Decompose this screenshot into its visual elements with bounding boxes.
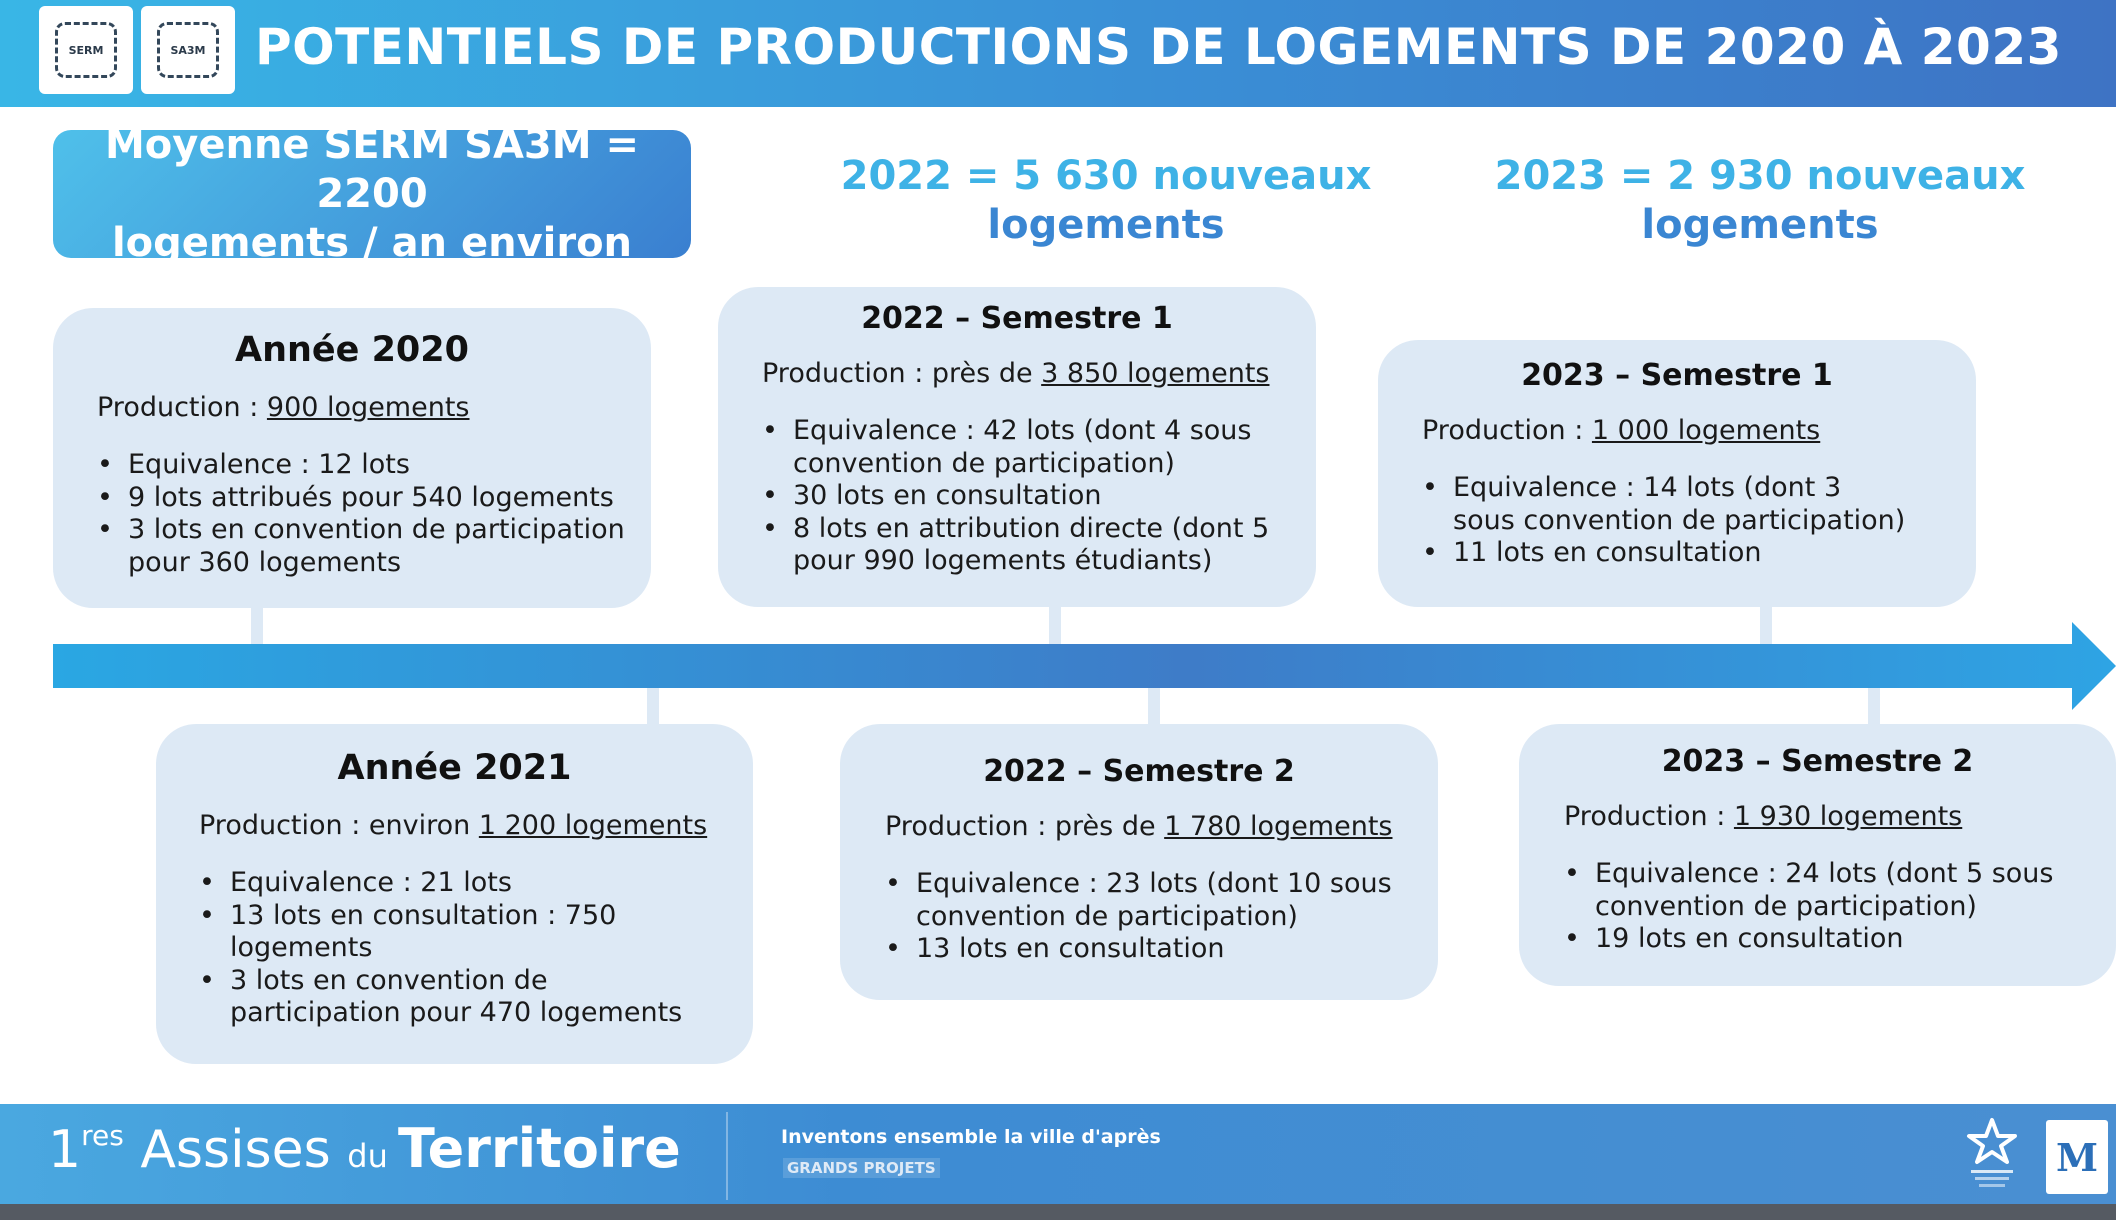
serm-logo-frame: SERM <box>55 22 117 78</box>
average-summary-box: Moyenne SERM SA3M = 2200 logements / an … <box>53 122 691 266</box>
card-2022-s2: 2022 – Semestre 2 Production : près de 1… <box>840 724 1438 1000</box>
average-line-2: logements / an environ <box>111 219 633 266</box>
footer-bottom-strip <box>0 1204 2116 1220</box>
list-item: 30 lots en consultation <box>762 480 1272 513</box>
list-item: 9 lots attribués pour 540 logements <box>97 482 631 515</box>
card-2023-s2-production-value: 1 930 logements <box>1733 801 1963 832</box>
card-2021: Année 2021 Production : environ 1 200 lo… <box>156 724 753 1064</box>
card-2020-list: Equivalence : 12 lots 9 lots attribués p… <box>53 449 651 579</box>
summary-2023-line-2: logements <box>1641 202 1879 248</box>
card-2022-s1-title: 2022 – Semestre 1 <box>861 301 1173 336</box>
card-2022-s1-list: Equivalence : 42 lots (dont 4 sous conve… <box>718 415 1316 578</box>
list-item: Equivalence : 42 lots (dont 4 sous conve… <box>762 415 1272 480</box>
connector-2022-s2 <box>1148 686 1160 730</box>
card-2020-title: Année 2020 <box>235 330 469 370</box>
list-item: Equivalence : 12 lots <box>97 449 631 482</box>
card-2023-s1-list: Equivalence : 14 lots (dont 3 sous conve… <box>1378 472 1976 570</box>
card-2020: Année 2020 Production : 900 logements Eq… <box>53 308 651 608</box>
page-title: POTENTIELS DE PRODUCTIONS DE LOGEMENTS D… <box>255 18 2062 76</box>
list-item: 19 lots en consultation <box>1564 923 2076 956</box>
summary-2022-line-1: 2022 = 5 630 nouveaux <box>840 153 1372 199</box>
summary-2022-line-2: logements <box>987 202 1225 248</box>
assises-number: 1 <box>48 1120 82 1180</box>
card-2020-production-label: Production : <box>97 392 267 423</box>
card-2023-s2-production-label: Production : <box>1564 801 1734 832</box>
card-2023-s1-production: Production : 1 000 logements <box>1378 415 1976 446</box>
footer-bar <box>0 1104 2116 1220</box>
connector-2023-s1 <box>1760 600 1772 646</box>
summary-2023-line-1: 2023 = 2 930 nouveaux <box>1494 153 2026 199</box>
card-2023-s1-production-value: 1 000 logements <box>1591 415 1821 446</box>
assises-logo-text: 1res Assises du Territoire <box>48 1117 681 1180</box>
list-item: 3 lots en convention de participation po… <box>199 965 683 1030</box>
summary-2022: 2022 = 5 630 nouveaux logements <box>826 152 1386 250</box>
card-2022-s1-production-value: 3 850 logements <box>1041 358 1270 389</box>
card-2022-s2-list: Equivalence : 23 lots (dont 10 sous conv… <box>840 868 1438 966</box>
card-2022-s2-production-label: Production : près de <box>885 811 1165 842</box>
assises-superscript: res <box>81 1119 124 1152</box>
card-2022-s2-title: 2022 – Semestre 2 <box>983 754 1295 789</box>
card-2022-s1-production: Production : près de 3 850 logements <box>718 358 1316 389</box>
assises-word-du: du <box>347 1137 399 1175</box>
header-bar <box>0 0 2116 107</box>
list-item: Equivalence : 21 lots <box>199 867 683 900</box>
average-line-1: Moyenne SERM SA3M = 2200 <box>104 121 639 217</box>
card-2023-s2-title: 2023 – Semestre 2 <box>1661 744 1974 779</box>
list-item: 3 lots en convention de participation po… <box>97 514 631 579</box>
card-2022-s2-production: Production : près de 1 780 logements <box>840 811 1438 842</box>
list-item: 8 lots en attribution directe (dont 5 po… <box>762 513 1272 578</box>
card-2022-s2-production-value: 1 780 logements <box>1164 811 1393 842</box>
star-logo-icon <box>1967 1118 2017 1187</box>
connector-2022-s1 <box>1049 600 1061 646</box>
card-2021-production-value: 1 200 logements <box>478 810 708 841</box>
footer-separator <box>726 1112 728 1200</box>
card-2023-s1: 2023 – Semestre 1 Production : 1 000 log… <box>1378 340 1976 607</box>
connector-2020 <box>251 600 263 646</box>
timeline-arrow <box>53 622 2116 710</box>
card-2021-title: Année 2021 <box>337 748 572 788</box>
list-item: 13 lots en consultation : 750 logements <box>199 900 683 965</box>
card-2023-s2-production: Production : 1 930 logements <box>1519 801 2116 832</box>
list-item: 11 lots en consultation <box>1422 537 1906 570</box>
card-2023-s1-title: 2023 – Semestre 1 <box>1521 358 1833 393</box>
sa3m-logo-icon: SA3M <box>141 6 235 94</box>
card-2023-s2: 2023 – Semestre 2 Production : 1 930 log… <box>1519 724 2116 986</box>
connector-2023-s2 <box>1868 686 1880 730</box>
serm-logo-icon: SERM <box>39 6 133 94</box>
connector-2021 <box>647 686 659 730</box>
list-item: Equivalence : 23 lots (dont 10 sous conv… <box>885 868 1398 933</box>
card-2023-s2-list: Equivalence : 24 lots (dont 5 sous conve… <box>1519 858 2116 956</box>
card-2021-list: Equivalence : 21 lots 13 lots en consult… <box>156 867 753 1030</box>
card-2022-s1-production-label: Production : près de <box>762 358 1042 389</box>
card-2020-production: Production : 900 logements <box>53 392 651 423</box>
footer-subslogan: GRANDS PROJETS <box>783 1158 940 1178</box>
m-logo-letter: M <box>2055 1134 2099 1180</box>
card-2022-s1: 2022 – Semestre 1 Production : près de 3… <box>718 287 1316 607</box>
card-2021-production: Production : environ 1 200 logements <box>156 810 753 841</box>
summary-2023: 2023 = 2 930 nouveaux logements <box>1480 152 2040 250</box>
assises-word-assises: Assises <box>123 1120 348 1180</box>
list-item: Equivalence : 24 lots (dont 5 sous conve… <box>1564 858 2076 923</box>
serm-logo-label: SERM <box>68 43 104 57</box>
assises-word-territoire: Territoire <box>398 1117 681 1180</box>
card-2020-production-value: 900 logements <box>266 392 470 423</box>
sa3m-logo-label: SA3M <box>170 43 206 57</box>
footer-slogan: Inventons ensemble la ville d'après <box>781 1126 1161 1148</box>
list-item: 13 lots en consultation <box>885 933 1398 966</box>
montpellier-m-logo-icon: M <box>2046 1120 2108 1194</box>
sa3m-logo-frame: SA3M <box>157 22 219 78</box>
card-2023-s1-production-label: Production : <box>1422 415 1592 446</box>
card-2021-production-label: Production : environ <box>199 810 479 841</box>
list-item: Equivalence : 14 lots (dont 3 sous conve… <box>1422 472 1906 537</box>
